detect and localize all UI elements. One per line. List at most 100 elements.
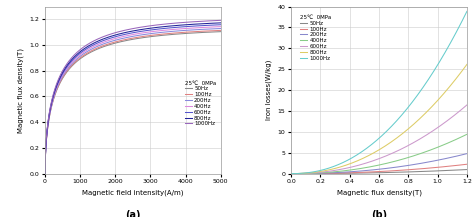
Line: 600Hz: 600Hz (291, 105, 467, 174)
600Hz (393, 150, 399, 153)
Line: 100Hz: 100Hz (45, 30, 221, 174)
800Hz (288, 172, 294, 175)
100Hz (288, 172, 294, 175)
Y-axis label: Magnetic flux density(T): Magnetic flux density(T) (18, 48, 24, 133)
600Hz (432, 128, 438, 131)
50Hz (123, 39, 128, 42)
400Hz (432, 147, 438, 150)
50Hz (383, 171, 389, 174)
50Hz (128, 38, 133, 41)
100Hz (460, 163, 465, 166)
600Hz (128, 32, 133, 35)
Text: (b): (b) (371, 210, 387, 217)
600Hz (181, 25, 186, 28)
200Hz (372, 168, 377, 171)
800Hz (393, 137, 399, 140)
50Hz (373, 171, 379, 174)
800Hz (42, 172, 48, 175)
1000Hz (123, 29, 128, 31)
100Hz (373, 170, 379, 173)
800Hz (218, 21, 224, 24)
100Hz (464, 163, 470, 166)
800Hz (51, 92, 57, 94)
800Hz (213, 22, 219, 24)
200Hz (464, 152, 470, 155)
200Hz (51, 95, 57, 97)
600Hz (213, 24, 219, 26)
1000Hz (288, 172, 294, 175)
100Hz (181, 31, 186, 34)
100Hz (383, 170, 389, 173)
400Hz (123, 35, 128, 37)
1000Hz (51, 90, 57, 93)
50Hz (218, 30, 224, 33)
Line: 800Hz: 800Hz (45, 23, 221, 174)
100Hz (213, 29, 219, 32)
600Hz (373, 159, 379, 161)
Line: 1000Hz: 1000Hz (291, 12, 467, 174)
400Hz (213, 26, 219, 28)
800Hz (181, 24, 186, 26)
1000Hz (181, 21, 186, 24)
50Hz (464, 168, 470, 171)
1000Hz (460, 18, 465, 21)
800Hz (432, 102, 438, 104)
600Hz (123, 33, 128, 35)
200Hz (383, 167, 389, 170)
1000Hz (393, 120, 399, 123)
100Hz (393, 169, 399, 172)
50Hz (213, 31, 219, 33)
200Hz (460, 153, 465, 156)
50Hz (181, 32, 186, 35)
1000Hz (42, 172, 48, 175)
50Hz (288, 172, 294, 175)
400Hz (464, 133, 470, 136)
400Hz (372, 165, 377, 167)
200Hz (128, 35, 133, 38)
1000Hz (432, 67, 438, 70)
Line: 100Hz: 100Hz (291, 164, 467, 174)
800Hz (128, 30, 133, 33)
100Hz (218, 29, 224, 32)
Line: 800Hz: 800Hz (291, 64, 467, 174)
600Hz (464, 104, 470, 106)
X-axis label: Magnetic flux density(T): Magnetic flux density(T) (337, 190, 421, 196)
600Hz (218, 23, 224, 26)
800Hz (460, 69, 465, 71)
50Hz (213, 31, 219, 33)
1000Hz (213, 19, 219, 22)
50Hz (42, 172, 48, 175)
1000Hz (464, 10, 470, 13)
800Hz (213, 22, 219, 24)
600Hz (383, 155, 389, 157)
Legend: 50Hz, 100Hz, 200Hz, 400Hz, 600Hz, 800Hz, 1000Hz: 50Hz, 100Hz, 200Hz, 400Hz, 600Hz, 800Hz,… (297, 13, 333, 63)
Y-axis label: Iron losses(W/kg): Iron losses(W/kg) (265, 60, 272, 120)
200Hz (42, 172, 48, 175)
X-axis label: Magnetic field intensity(A/m): Magnetic field intensity(A/m) (82, 190, 183, 196)
400Hz (393, 160, 399, 162)
100Hz (123, 38, 128, 41)
400Hz (213, 26, 219, 28)
800Hz (372, 151, 377, 154)
200Hz (432, 159, 438, 162)
Line: 1000Hz: 1000Hz (45, 20, 221, 174)
200Hz (288, 172, 294, 175)
400Hz (373, 164, 379, 167)
600Hz (42, 172, 48, 175)
Line: 200Hz: 200Hz (291, 154, 467, 174)
600Hz (460, 107, 465, 110)
100Hz (51, 96, 57, 99)
Line: 400Hz: 400Hz (291, 134, 467, 174)
1000Hz (373, 140, 379, 143)
100Hz (372, 171, 377, 173)
Legend: 50Hz, 100Hz, 200Hz, 400Hz, 600Hz, 800Hz, 1000Hz: 50Hz, 100Hz, 200Hz, 400Hz, 600Hz, 800Hz,… (182, 78, 218, 128)
400Hz (42, 172, 48, 175)
1000Hz (218, 19, 224, 22)
400Hz (181, 27, 186, 30)
400Hz (218, 25, 224, 28)
50Hz (372, 171, 377, 174)
800Hz (383, 144, 389, 147)
50Hz (393, 171, 399, 174)
Line: 50Hz: 50Hz (45, 32, 221, 174)
1000Hz (128, 28, 133, 30)
